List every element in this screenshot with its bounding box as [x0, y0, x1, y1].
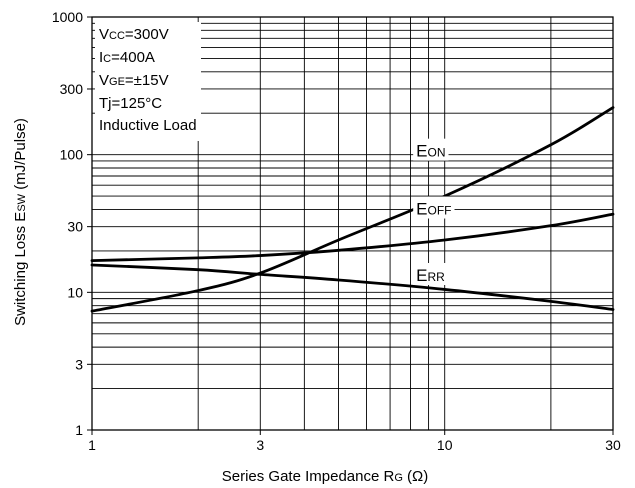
y-tick-label: 300: [60, 81, 84, 97]
test-conditions-box: VCC=300V IC=400A VGE=±15V Tj=125°C Inductive…: [95, 22, 201, 141]
y-tick-label: 1: [75, 422, 83, 438]
series-label-bg-eon: [413, 138, 449, 161]
series-label-err: ERR: [416, 266, 445, 285]
x-tick-label: 10: [437, 437, 453, 453]
x-tick-label: 1: [88, 437, 96, 453]
condition-line: Inductive Load: [99, 117, 197, 134]
series-lines: [90, 106, 615, 313]
series-line-eon: [90, 106, 615, 313]
series-label-eoff: EOFF: [416, 200, 451, 219]
condition-line: VGE=±15V: [99, 72, 169, 89]
series-labels: EON EOFF ERR: [413, 138, 455, 285]
series-line-eoff: [90, 212, 615, 263]
condition-line: Tj=125°C: [99, 95, 163, 112]
plot-frame: [91, 16, 614, 431]
x-tick-label: 30: [605, 437, 621, 453]
condition-line: VCC=300V: [99, 26, 169, 43]
y-tick-label: 100: [60, 147, 84, 163]
y-tick-label: 1000: [52, 9, 83, 25]
x-axis-label: Series Gate Impedance RG (Ω): [222, 468, 429, 485]
series-label-bg-err: [413, 262, 449, 285]
series-line-err: [90, 263, 615, 311]
series-label-eon: EON: [416, 142, 445, 161]
x-tick-label: 3: [256, 437, 264, 453]
y-axis-label: Switching Loss ESW (mJ/Pulse): [12, 118, 29, 326]
y-tick-label: 10: [67, 284, 83, 300]
y-tick-label: 30: [67, 219, 83, 235]
condition-line: IC=400A: [99, 49, 155, 66]
series-label-bg-eoff: [413, 196, 455, 219]
grid-lines: [92, 17, 613, 430]
axis-ticks: 1 3 10 30 1 3 10 30 100 300 1000: [52, 9, 621, 453]
y-tick-label: 3: [75, 356, 83, 372]
